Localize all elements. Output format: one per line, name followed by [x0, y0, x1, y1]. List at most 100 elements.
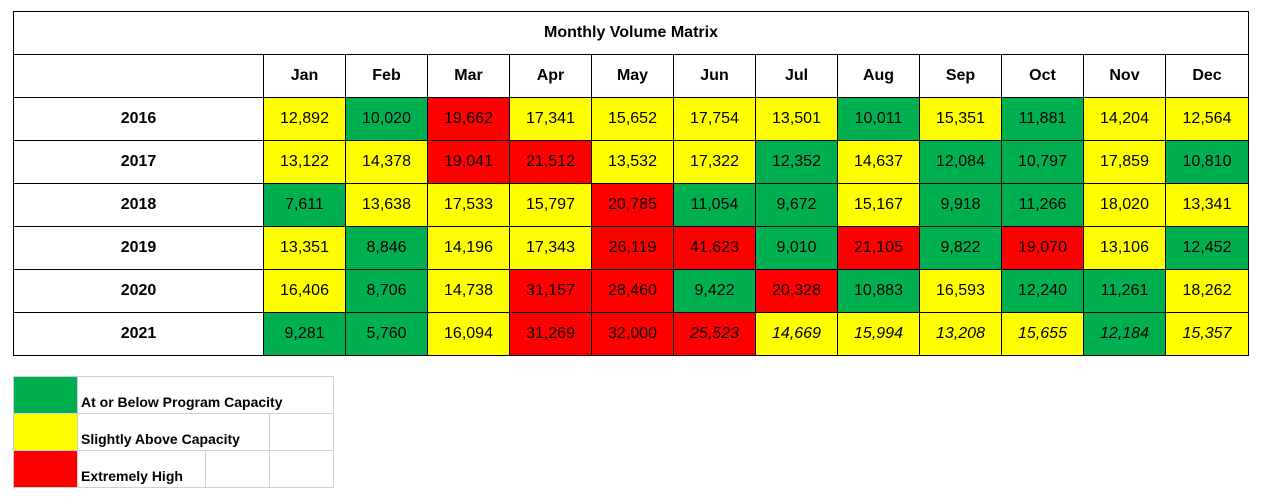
value-cell: 8,706 [345, 269, 428, 313]
matrix-body: 2016 12,892 10,020 19,662 17,341 15,652 17,754… [13, 97, 1249, 356]
value-cell: 32,000 [591, 312, 674, 356]
value-cell: 15,167 [837, 183, 920, 227]
month-header-may: May [591, 54, 674, 98]
value-cell: 9,672 [755, 183, 838, 227]
year-label: 2017 [13, 140, 264, 184]
year-label: 2019 [13, 226, 264, 270]
month-header-mar: Mar [427, 54, 510, 98]
year-label: 2021 [13, 312, 264, 356]
value-cell: 17,859 [1083, 140, 1166, 184]
year-row-2020: 2020 16,406 8,706 14,738 31,157 28,460 9,422 20… [13, 269, 1249, 313]
year-row-2021: 2021 9,281 5,760 16,094 31,269 32,000 25,523 14… [13, 312, 1249, 356]
value-cell: 10,011 [837, 97, 920, 141]
value-cell: 13,532 [591, 140, 674, 184]
year-row-2016: 2016 12,892 10,020 19,662 17,341 15,652 17,754… [13, 97, 1249, 141]
month-header-row: Jan Feb Mar Apr May Jun Jul Aug Sep Oct Nov Dec [13, 54, 1249, 98]
value-cell: 18,262 [1165, 269, 1249, 313]
value-cell: 15,351 [919, 97, 1002, 141]
month-header-oct: Oct [1001, 54, 1084, 98]
legend: At or Below Program Capacity Slightly Abo… [13, 376, 334, 488]
legend-body: At or Below Program Capacity Slightly Abo… [13, 376, 334, 488]
value-cell: 11,881 [1001, 97, 1084, 141]
value-cell: 9,822 [919, 226, 1002, 270]
value-cell: 19,070 [1001, 226, 1084, 270]
value-cell: 28,460 [591, 269, 674, 313]
value-cell: 15,797 [509, 183, 592, 227]
value-cell: 20,328 [755, 269, 838, 313]
value-cell: 12,564 [1165, 97, 1249, 141]
volume-matrix: Monthly Volume Matrix Jan Feb Mar Apr May Jun… [13, 11, 1249, 356]
legend-item-high: Extremely High [13, 450, 334, 488]
value-cell: 13,638 [345, 183, 428, 227]
legend-empty-cell [269, 413, 334, 451]
month-header-sep: Sep [919, 54, 1002, 98]
value-cell: 13,208 [919, 312, 1002, 356]
value-cell: 10,020 [345, 97, 428, 141]
value-cell: 13,106 [1083, 226, 1166, 270]
legend-label: Extremely High [77, 450, 206, 488]
value-cell: 17,322 [673, 140, 756, 184]
value-cell: 31,269 [509, 312, 592, 356]
value-cell: 17,754 [673, 97, 756, 141]
value-cell: 5,760 [345, 312, 428, 356]
month-header-apr: Apr [509, 54, 592, 98]
year-label: 2018 [13, 183, 264, 227]
legend-empty-cell [205, 450, 270, 488]
legend-swatch [13, 376, 78, 414]
value-cell: 15,994 [837, 312, 920, 356]
value-cell: 16,094 [427, 312, 510, 356]
value-cell: 25,523 [673, 312, 756, 356]
value-cell: 14,637 [837, 140, 920, 184]
value-cell: 15,357 [1165, 312, 1249, 356]
value-cell: 9,918 [919, 183, 1002, 227]
value-cell: 11,261 [1083, 269, 1166, 313]
legend-swatch [13, 413, 78, 451]
value-cell: 41,623 [673, 226, 756, 270]
value-cell: 13,341 [1165, 183, 1249, 227]
value-cell: 12,452 [1165, 226, 1249, 270]
value-cell: 12,352 [755, 140, 838, 184]
value-cell: 9,422 [673, 269, 756, 313]
value-cell: 14,669 [755, 312, 838, 356]
legend-label: At or Below Program Capacity [77, 376, 334, 414]
value-cell: 10,810 [1165, 140, 1249, 184]
value-cell: 9,281 [263, 312, 346, 356]
legend-swatch [13, 450, 78, 488]
value-cell: 19,662 [427, 97, 510, 141]
legend-item-below: At or Below Program Capacity [13, 376, 334, 414]
value-cell: 8,846 [345, 226, 428, 270]
legend-label: Slightly Above Capacity [77, 413, 270, 451]
month-header-aug: Aug [837, 54, 920, 98]
value-cell: 11,054 [673, 183, 756, 227]
value-cell: 21,512 [509, 140, 592, 184]
value-cell: 9,010 [755, 226, 838, 270]
value-cell: 18,020 [1083, 183, 1166, 227]
value-cell: 20,785 [591, 183, 674, 227]
legend-empty-cell [269, 450, 334, 488]
value-cell: 14,196 [427, 226, 510, 270]
value-cell: 12,184 [1083, 312, 1166, 356]
value-cell: 16,406 [263, 269, 346, 313]
month-header-nov: Nov [1083, 54, 1166, 98]
value-cell: 31,157 [509, 269, 592, 313]
value-cell: 12,240 [1001, 269, 1084, 313]
value-cell: 14,738 [427, 269, 510, 313]
year-label: 2016 [13, 97, 264, 141]
chart-title: Monthly Volume Matrix [13, 11, 1249, 55]
value-cell: 14,378 [345, 140, 428, 184]
value-cell: 15,652 [591, 97, 674, 141]
value-cell: 17,343 [509, 226, 592, 270]
year-row-2019: 2019 13,351 8,846 14,196 17,343 26,119 41,623 9… [13, 226, 1249, 270]
value-cell: 16,593 [919, 269, 1002, 313]
value-cell: 12,892 [263, 97, 346, 141]
value-cell: 13,351 [263, 226, 346, 270]
value-cell: 15,655 [1001, 312, 1084, 356]
value-cell: 19,041 [427, 140, 510, 184]
value-cell: 7,611 [263, 183, 346, 227]
value-cell: 26,119 [591, 226, 674, 270]
value-cell: 17,341 [509, 97, 592, 141]
month-header-dec: Dec [1165, 54, 1249, 98]
value-cell: 13,122 [263, 140, 346, 184]
value-cell: 14,204 [1083, 97, 1166, 141]
value-cell: 10,883 [837, 269, 920, 313]
